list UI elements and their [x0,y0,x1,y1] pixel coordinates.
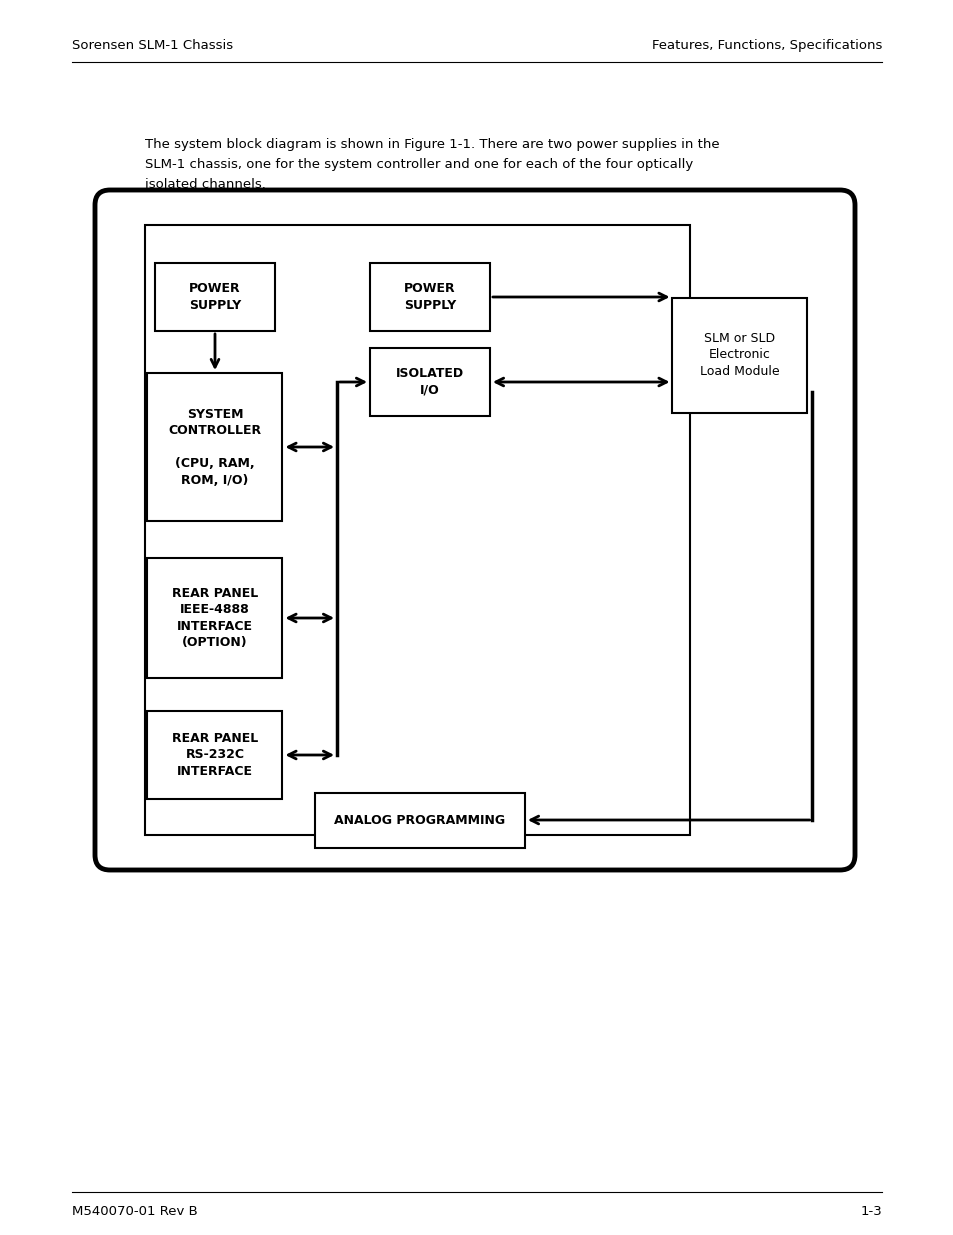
Text: SLM or SLD
Electronic
Load Module: SLM or SLD Electronic Load Module [700,332,779,378]
Bar [148,558,282,678]
Text: Features, Functions, Specifications: Features, Functions, Specifications [651,40,882,52]
Text: Sorensen SLM-1 Chassis: Sorensen SLM-1 Chassis [71,40,233,52]
Bar [148,711,282,799]
Text: ISOLATED
I/O: ISOLATED I/O [395,367,463,396]
Bar [154,263,274,331]
Bar [370,263,490,331]
Text: SYSTEM
CONTROLLER

(CPU, RAM,
ROM, I/O): SYSTEM CONTROLLER (CPU, RAM, ROM, I/O) [169,408,261,487]
Text: The system block diagram is shown in Figure 1-1. There are two power supplies in: The system block diagram is shown in Fig… [145,138,719,151]
Text: REAR PANEL
RS-232C
INTERFACE: REAR PANEL RS-232C INTERFACE [172,732,258,778]
Text: M540070-01 Rev B: M540070-01 Rev B [71,1205,197,1218]
Text: REAR PANEL
IEEE-4888
INTERFACE
(OPTION): REAR PANEL IEEE-4888 INTERFACE (OPTION) [172,587,258,650]
Bar [148,373,282,521]
Text: POWER
SUPPLY: POWER SUPPLY [403,283,456,311]
Text: SLM-1 chassis, one for the system controller and one for each of the four optica: SLM-1 chassis, one for the system contro… [145,158,693,170]
Bar [370,348,490,416]
Text: POWER
SUPPLY: POWER SUPPLY [189,283,241,311]
FancyBboxPatch shape [95,190,854,869]
Bar [314,793,524,847]
Bar [145,225,689,835]
Text: isolated channels.: isolated channels. [145,178,266,191]
Text: 1-3: 1-3 [860,1205,882,1218]
Text: ANALOG PROGRAMMING: ANALOG PROGRAMMING [335,814,505,826]
Bar [672,298,806,412]
